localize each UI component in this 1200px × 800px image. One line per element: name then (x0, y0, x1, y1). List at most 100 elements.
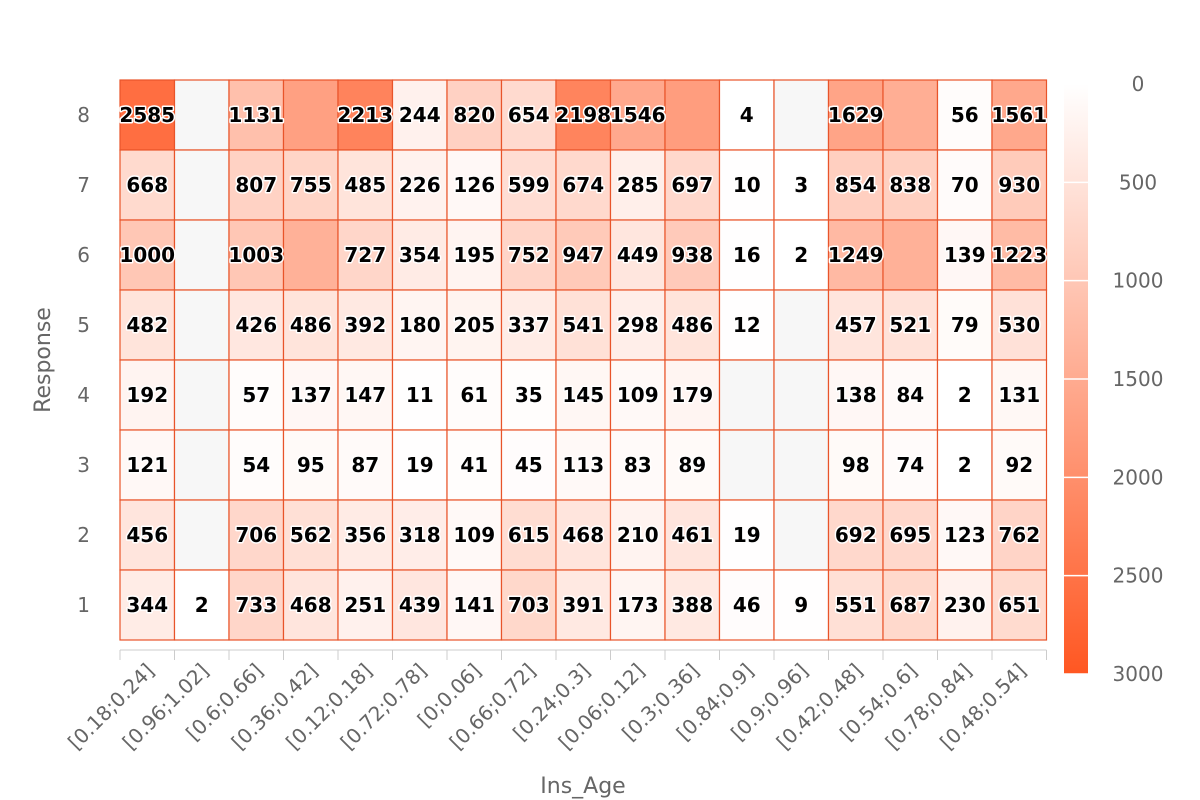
heatmap-cell (882, 289, 939, 361)
cell-value-label: 1249 (828, 243, 884, 267)
cell-value-label: 733 (235, 593, 277, 617)
cell-value-label: 854 (835, 173, 877, 197)
cell-value-label: 16 (733, 243, 761, 267)
heatmap-cell (609, 149, 666, 221)
color-scale-tick-label: 1500 (1113, 367, 1164, 391)
heatmap-cell (609, 219, 666, 291)
cell-value-label: 141 (453, 593, 495, 617)
heatmap-cell (664, 79, 721, 151)
cell-value-label: 703 (508, 593, 550, 617)
heatmap-cell (936, 429, 993, 501)
heatmap-cell (664, 429, 721, 501)
cell-value-label: 2 (958, 383, 972, 407)
x-axis: [0.18;0.24][0.96;1.02][0.6;0.66][0.36;0.… (63, 649, 1047, 754)
y-tick-label: 4 (77, 383, 90, 407)
heatmap-cell (228, 149, 285, 221)
cell-value-label: 285 (617, 173, 659, 197)
heatmap-cell (282, 429, 339, 501)
heatmap-cell (991, 219, 1048, 291)
cell-value-label: 930 (998, 173, 1040, 197)
cell-value-label: 57 (242, 383, 270, 407)
heatmap-cell (119, 219, 176, 291)
heatmap-cell (282, 79, 339, 151)
heatmap-cell (882, 499, 939, 571)
cell-value-label: 651 (998, 593, 1040, 617)
heatmap-cell (173, 149, 230, 221)
cell-value-label: 838 (889, 173, 931, 197)
cell-value-label: 147 (344, 383, 386, 407)
heatmap-cell (391, 429, 448, 501)
cell-value-label: 468 (562, 523, 604, 547)
cell-value-label: 298 (617, 313, 659, 337)
cell-value-label: 1629 (828, 103, 884, 127)
cell-value-label: 1561 (991, 103, 1047, 127)
cell-value-label: 83 (624, 453, 652, 477)
y-tick-label: 6 (77, 243, 90, 267)
heatmap-cell (827, 289, 884, 361)
color-scale-tick-label: 2500 (1113, 564, 1164, 588)
cell-value-label: 486 (671, 313, 713, 337)
cell-value-label: 449 (617, 243, 659, 267)
heatmap-cell (119, 289, 176, 361)
y-tick-label: 2 (77, 523, 90, 547)
cell-value-label: 139 (944, 243, 986, 267)
cell-value-label: 137 (290, 383, 332, 407)
heatmap-cell (500, 289, 557, 361)
cell-value-label: 179 (671, 383, 713, 407)
cell-value-label: 521 (889, 313, 931, 337)
cell-value-label: 599 (508, 173, 550, 197)
x-axis-title: Ins_Age (540, 774, 625, 799)
heatmap-cell (773, 79, 830, 151)
cell-value-label: 551 (835, 593, 877, 617)
heatmap-cell (827, 429, 884, 501)
cell-value-label: 87 (351, 453, 379, 477)
heatmap-cell (882, 359, 939, 431)
heatmap-cell (173, 429, 230, 501)
cell-value-label: 109 (453, 523, 495, 547)
heatmap-cell (991, 569, 1048, 641)
color-scale-tick-label: 1000 (1113, 269, 1164, 293)
heatmap-cell (664, 149, 721, 221)
cell-value-label: 2585 (119, 103, 175, 127)
cell-value-label: 687 (889, 593, 931, 617)
cell-value-label: 113 (562, 453, 604, 477)
heatmap-cell (991, 429, 1048, 501)
cell-value-label: 35 (515, 383, 543, 407)
heatmap-cell (391, 289, 448, 361)
heatmap-cell (446, 289, 503, 361)
cell-value-label: 2 (794, 243, 808, 267)
heatmap-cell (500, 359, 557, 431)
heatmap-cell (173, 359, 230, 431)
heatmap-cell (228, 569, 285, 641)
cell-value-label: 138 (835, 383, 877, 407)
heatmap-cell (609, 569, 666, 641)
heatmap-cell (173, 569, 230, 641)
heatmap-cell (500, 79, 557, 151)
heatmap-cell (555, 569, 612, 641)
cell-value-label: 2 (958, 453, 972, 477)
heatmap-cell (936, 569, 993, 641)
heatmap-cell (555, 289, 612, 361)
heatmap-cell (664, 219, 721, 291)
cell-value-label: 180 (399, 313, 441, 337)
heatmap-cell (119, 79, 176, 151)
heatmap-cell (718, 149, 775, 221)
cell-value-label: 337 (508, 313, 550, 337)
cell-value-label: 807 (235, 173, 277, 197)
cell-value-label: 79 (951, 313, 979, 337)
cell-value-label: 947 (562, 243, 604, 267)
heatmap-cell (228, 429, 285, 501)
cell-value-label: 541 (562, 313, 604, 337)
cell-value-label: 195 (453, 243, 495, 267)
heatmap-cell (337, 149, 394, 221)
cell-value-label: 344 (126, 593, 168, 617)
cell-value-label: 2213 (337, 103, 393, 127)
cell-value-label: 426 (235, 313, 277, 337)
cell-value-label: 192 (126, 383, 168, 407)
cell-value-label: 121 (126, 453, 168, 477)
cell-value-label: 61 (460, 383, 488, 407)
cell-value-label: 2198 (555, 103, 611, 127)
heatmap-cell (936, 149, 993, 221)
cell-value-label: 210 (617, 523, 659, 547)
